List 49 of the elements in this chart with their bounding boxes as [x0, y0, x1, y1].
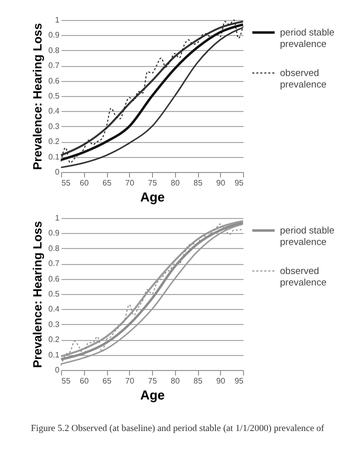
- x-tick-label: 80: [170, 376, 180, 386]
- y-tick-label: 0.8: [48, 244, 60, 253]
- y-tick-label: 0.2: [48, 137, 60, 146]
- x-tick-label: 95: [234, 376, 244, 386]
- x-tick-label: 65: [102, 376, 112, 386]
- y-tick-label: 0: [55, 366, 60, 374]
- x-tick-label: 95: [234, 178, 244, 188]
- y-tick-label: 0.3: [48, 320, 60, 329]
- y-tick-label: 0.1: [48, 152, 60, 162]
- legend-label: observed prevalence: [280, 68, 326, 90]
- y-tick-label: 0.4: [48, 106, 60, 116]
- y-tick-label: 0.2: [48, 335, 60, 344]
- legend-label: period stable prevalence: [280, 28, 334, 50]
- x-tick-label: 70: [125, 376, 135, 386]
- y-tick-label: 0: [55, 168, 60, 176]
- x-tick-label: 85: [194, 376, 203, 386]
- x-tick-label: 90: [216, 178, 226, 188]
- y-tick-label: 0.8: [48, 46, 60, 55]
- y-tick-label: 0.5: [48, 92, 60, 100]
- y-tick-label: 0.9: [48, 228, 60, 238]
- y-tick-label: 0.1: [48, 350, 60, 360]
- x-tick-label: 75: [148, 376, 158, 386]
- y-tick-label: 0.9: [48, 30, 60, 40]
- y-tick-label: 1: [55, 16, 60, 24]
- y-tick-label: 0.6: [48, 274, 60, 284]
- x-tick-label: 60: [80, 178, 90, 188]
- y-tick-label: 0.6: [48, 76, 60, 86]
- x-tick-label: 55: [62, 376, 71, 386]
- y-tick-label: 0.5: [48, 290, 60, 298]
- x-tick-label: 80: [170, 178, 180, 188]
- y-tick-label: 0.7: [48, 259, 60, 268]
- caption: Figure 5.2 Observed (at baseline) and period stable (at 1/1/2000) prevalence of: [30, 424, 326, 434]
- x-tick-label: 60: [80, 376, 90, 386]
- y-axis-title: Prevalence: Hearing Loss: [30, 22, 44, 170]
- x-axis-title: Age: [140, 388, 165, 402]
- y-tick-label: 0.7: [48, 61, 60, 70]
- x-axis-title: Age: [140, 190, 165, 204]
- x-tick-label: 65: [102, 178, 112, 188]
- x-tick-label: 75: [148, 178, 158, 188]
- x-tick-label: 85: [194, 178, 203, 188]
- y-tick-label: 0.3: [48, 122, 60, 131]
- legend-label: observed prevalence: [280, 266, 326, 288]
- y-tick-label: 1: [55, 214, 60, 222]
- x-tick-label: 55: [62, 178, 71, 188]
- y-axis-title: Prevalence: Hearing Loss: [30, 220, 44, 368]
- x-tick-label: 70: [125, 178, 135, 188]
- x-tick-label: 90: [216, 376, 226, 386]
- y-tick-label: 0.4: [48, 304, 60, 314]
- legend-label: period stable prevalence: [280, 226, 334, 248]
